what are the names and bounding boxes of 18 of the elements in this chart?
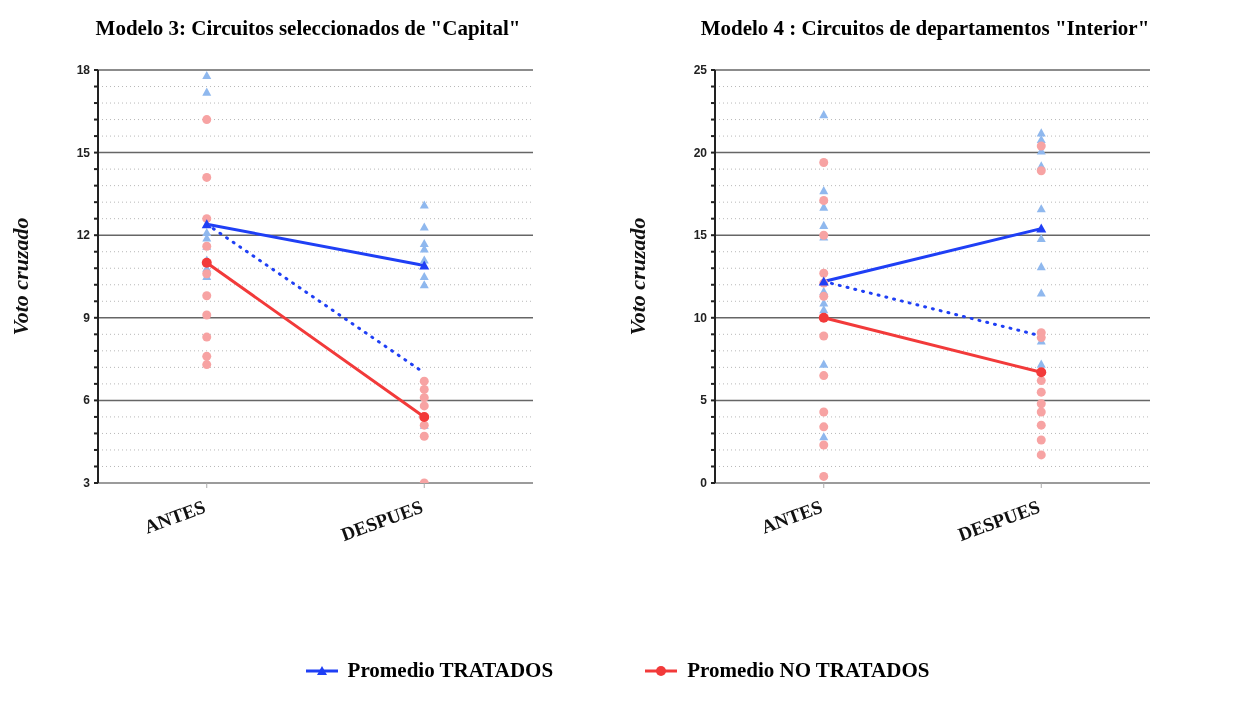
y-tick-label: 25 [693, 63, 708, 77]
y-tick-label: 10 [693, 310, 708, 325]
legend-label: Promedio TRATADOS [347, 658, 554, 683]
y-tick-label: 3 [83, 476, 91, 490]
y-axis-title: Voto cruzado [7, 217, 33, 336]
y-tick-label: 15 [693, 228, 708, 243]
y-tick-label: 12 [76, 228, 91, 243]
chart-title: Modelo 3: Circuitos seleccionados de "Capital" [94, 15, 522, 42]
legend-label: Promedio NO TRATADOS [687, 658, 930, 683]
y-tick-label: 5 [700, 393, 708, 408]
chart-title: Modelo 4 : Circuitos de departamentos "Interior" [699, 15, 1151, 42]
y-tick-label: 18 [76, 63, 91, 77]
y-tick-label: 9 [83, 310, 91, 325]
y-tick-label: 0 [700, 476, 708, 490]
y-tick-label: 15 [76, 145, 91, 160]
y-axis-title: Voto cruzado [624, 217, 650, 336]
y-tick-label: 20 [693, 145, 708, 160]
y-tick-label: 6 [83, 393, 91, 408]
